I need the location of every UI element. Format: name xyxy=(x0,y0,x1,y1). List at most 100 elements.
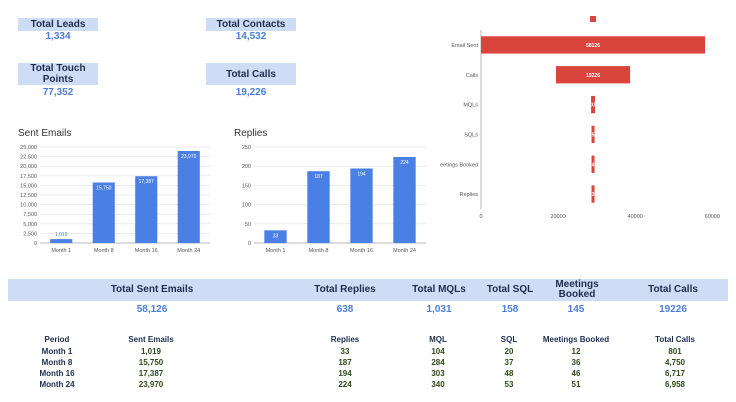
x-tick-label: 20000 xyxy=(550,214,565,220)
y-tick-label: 20,000 xyxy=(20,164,37,170)
table-cell: 53 xyxy=(504,380,514,389)
bar-value-label: 1,019 xyxy=(55,232,68,238)
x-tick-label: 40000 xyxy=(628,214,643,220)
summary-total-calls-label: Total Calls xyxy=(648,284,698,295)
bar xyxy=(135,176,158,243)
kpi-total-leads-label: Total Leads xyxy=(18,18,98,31)
summary-band xyxy=(8,279,728,301)
table-cell: 23,970 xyxy=(138,380,164,389)
table-cell: 6,717 xyxy=(664,369,686,378)
kpi-total-contacts-label: Total Contacts xyxy=(206,18,296,31)
table-cell: 1,019 xyxy=(140,347,162,356)
y-tick-label: 5,000 xyxy=(23,222,37,228)
table-cell: Month 24 xyxy=(39,380,75,389)
bar xyxy=(393,156,416,243)
x-tick-label: Month 1 xyxy=(51,248,71,254)
bar-value-label: 224 xyxy=(400,160,409,166)
funnel-bar xyxy=(591,95,596,114)
bar xyxy=(50,239,73,243)
x-tick-label: Month 24 xyxy=(177,248,200,254)
funnel-value-label: 19226 xyxy=(586,73,600,79)
y-tick-label: 12,500 xyxy=(20,193,37,199)
funnel-category-label: Email Sent xyxy=(451,43,478,49)
table-cell: 6,958 xyxy=(664,380,686,389)
table-cell: 187 xyxy=(338,358,352,367)
summary-total-mqls-value: 1,031 xyxy=(426,304,452,315)
table-header-cell: SQL xyxy=(500,335,518,344)
funnel-bar xyxy=(591,155,595,173)
summary-total-sent-emails-value: 58,126 xyxy=(136,304,168,315)
x-tick-label: Month 8 xyxy=(94,248,114,254)
table-cell: 36 xyxy=(571,358,581,367)
x-tick-label: Month 8 xyxy=(309,248,329,254)
kpi-total-touch-points-value: 77,352 xyxy=(42,87,74,98)
x-tick-label: Month 24 xyxy=(393,248,416,254)
y-tick-label: 10,000 xyxy=(20,203,37,209)
summary-total-sql-value: 158 xyxy=(501,304,519,315)
summary-total-mqls-label: Total MQLs xyxy=(412,284,466,295)
y-tick-label: 7,500 xyxy=(23,212,37,218)
legend-swatch xyxy=(590,16,597,22)
x-tick-label: Month 1 xyxy=(266,248,286,254)
table-cell: 801 xyxy=(668,347,682,356)
x-tick-label: Month 16 xyxy=(135,248,158,254)
summary-total-calls-value: 19226 xyxy=(659,304,687,315)
bar xyxy=(350,168,373,243)
funnel-category-label: Replies xyxy=(460,192,479,198)
table-cell: 104 xyxy=(431,347,445,356)
table-cell: 33 xyxy=(340,347,350,356)
bar-value-label: 33 xyxy=(273,233,279,239)
kpi-total-contacts-value: 14,532 xyxy=(235,31,267,42)
table-cell: 48 xyxy=(504,369,514,378)
bar-value-label: 187 xyxy=(314,174,323,180)
replies-chart: 0 50 100 150 200 250 33 Month 1 187 Month 8 194 Mon… xyxy=(242,145,426,254)
x-tick-label: Month 16 xyxy=(350,248,373,254)
table-cell: 20 xyxy=(504,347,514,356)
table-header-cell: MQL xyxy=(429,335,447,344)
bar xyxy=(307,171,330,243)
table-cell: Month 1 xyxy=(41,347,73,356)
y-tick-label: 50 xyxy=(245,222,251,228)
table-cell: 303 xyxy=(431,369,445,378)
bar-value-label: 194 xyxy=(357,172,366,178)
x-tick-label: 60000 xyxy=(705,214,720,220)
kpi-total-leads-value: 1,334 xyxy=(45,31,71,42)
y-tick-label: 25,000 xyxy=(20,145,37,151)
table-header-cell: Meetings Booked xyxy=(542,335,610,344)
bar xyxy=(264,230,287,243)
funnel-value-label: 158 xyxy=(589,132,598,138)
funnel-category-label: Meetings Booked xyxy=(440,162,478,168)
y-tick-label: 100 xyxy=(242,203,251,209)
y-tick-label: 0 xyxy=(34,241,37,247)
funnel-bar xyxy=(481,36,706,54)
sent-emails-chart-title: Sent Emails xyxy=(18,128,72,139)
summary-total-sql-label: Total SQL xyxy=(486,284,534,295)
summary-total-replies-value: 638 xyxy=(336,304,354,315)
summary-meetings-booked-label: Meetings Booked xyxy=(555,279,599,300)
table-cell: Month 8 xyxy=(41,358,73,367)
table-cell: Month 16 xyxy=(39,369,75,378)
bar xyxy=(92,182,115,243)
table-header-cell: Total Calls xyxy=(655,335,695,344)
funnel-category-label: SQLs xyxy=(464,132,478,138)
table-cell: 4,750 xyxy=(664,358,686,367)
table-cell: 224 xyxy=(338,380,352,389)
funnel-category-label: Calls xyxy=(466,73,478,79)
y-tick-label: 200 xyxy=(242,164,251,170)
table-header-cell: Sent Emails xyxy=(128,335,174,344)
table-cell: 46 xyxy=(571,369,581,378)
summary-total-sent-emails-label: Total Sent Emails xyxy=(110,284,194,295)
funnel-bar xyxy=(591,125,595,144)
y-tick-label: 250 xyxy=(242,145,251,151)
table-header-cell: Period xyxy=(44,335,70,344)
y-tick-label: 150 xyxy=(242,183,251,189)
y-tick-label: 22,500 xyxy=(20,155,37,161)
replies-chart-title: Replies xyxy=(234,128,268,139)
funnel-bar xyxy=(555,66,631,84)
x-tick-label: 0 xyxy=(479,214,482,220)
kpi-total-touch-points-label: Total Touch Points xyxy=(18,63,98,85)
table-cell: 194 xyxy=(338,369,352,378)
y-tick-label: 15,000 xyxy=(20,183,37,189)
funnel-value-label: 58126 xyxy=(586,43,600,49)
table-cell: 12 xyxy=(571,347,581,356)
